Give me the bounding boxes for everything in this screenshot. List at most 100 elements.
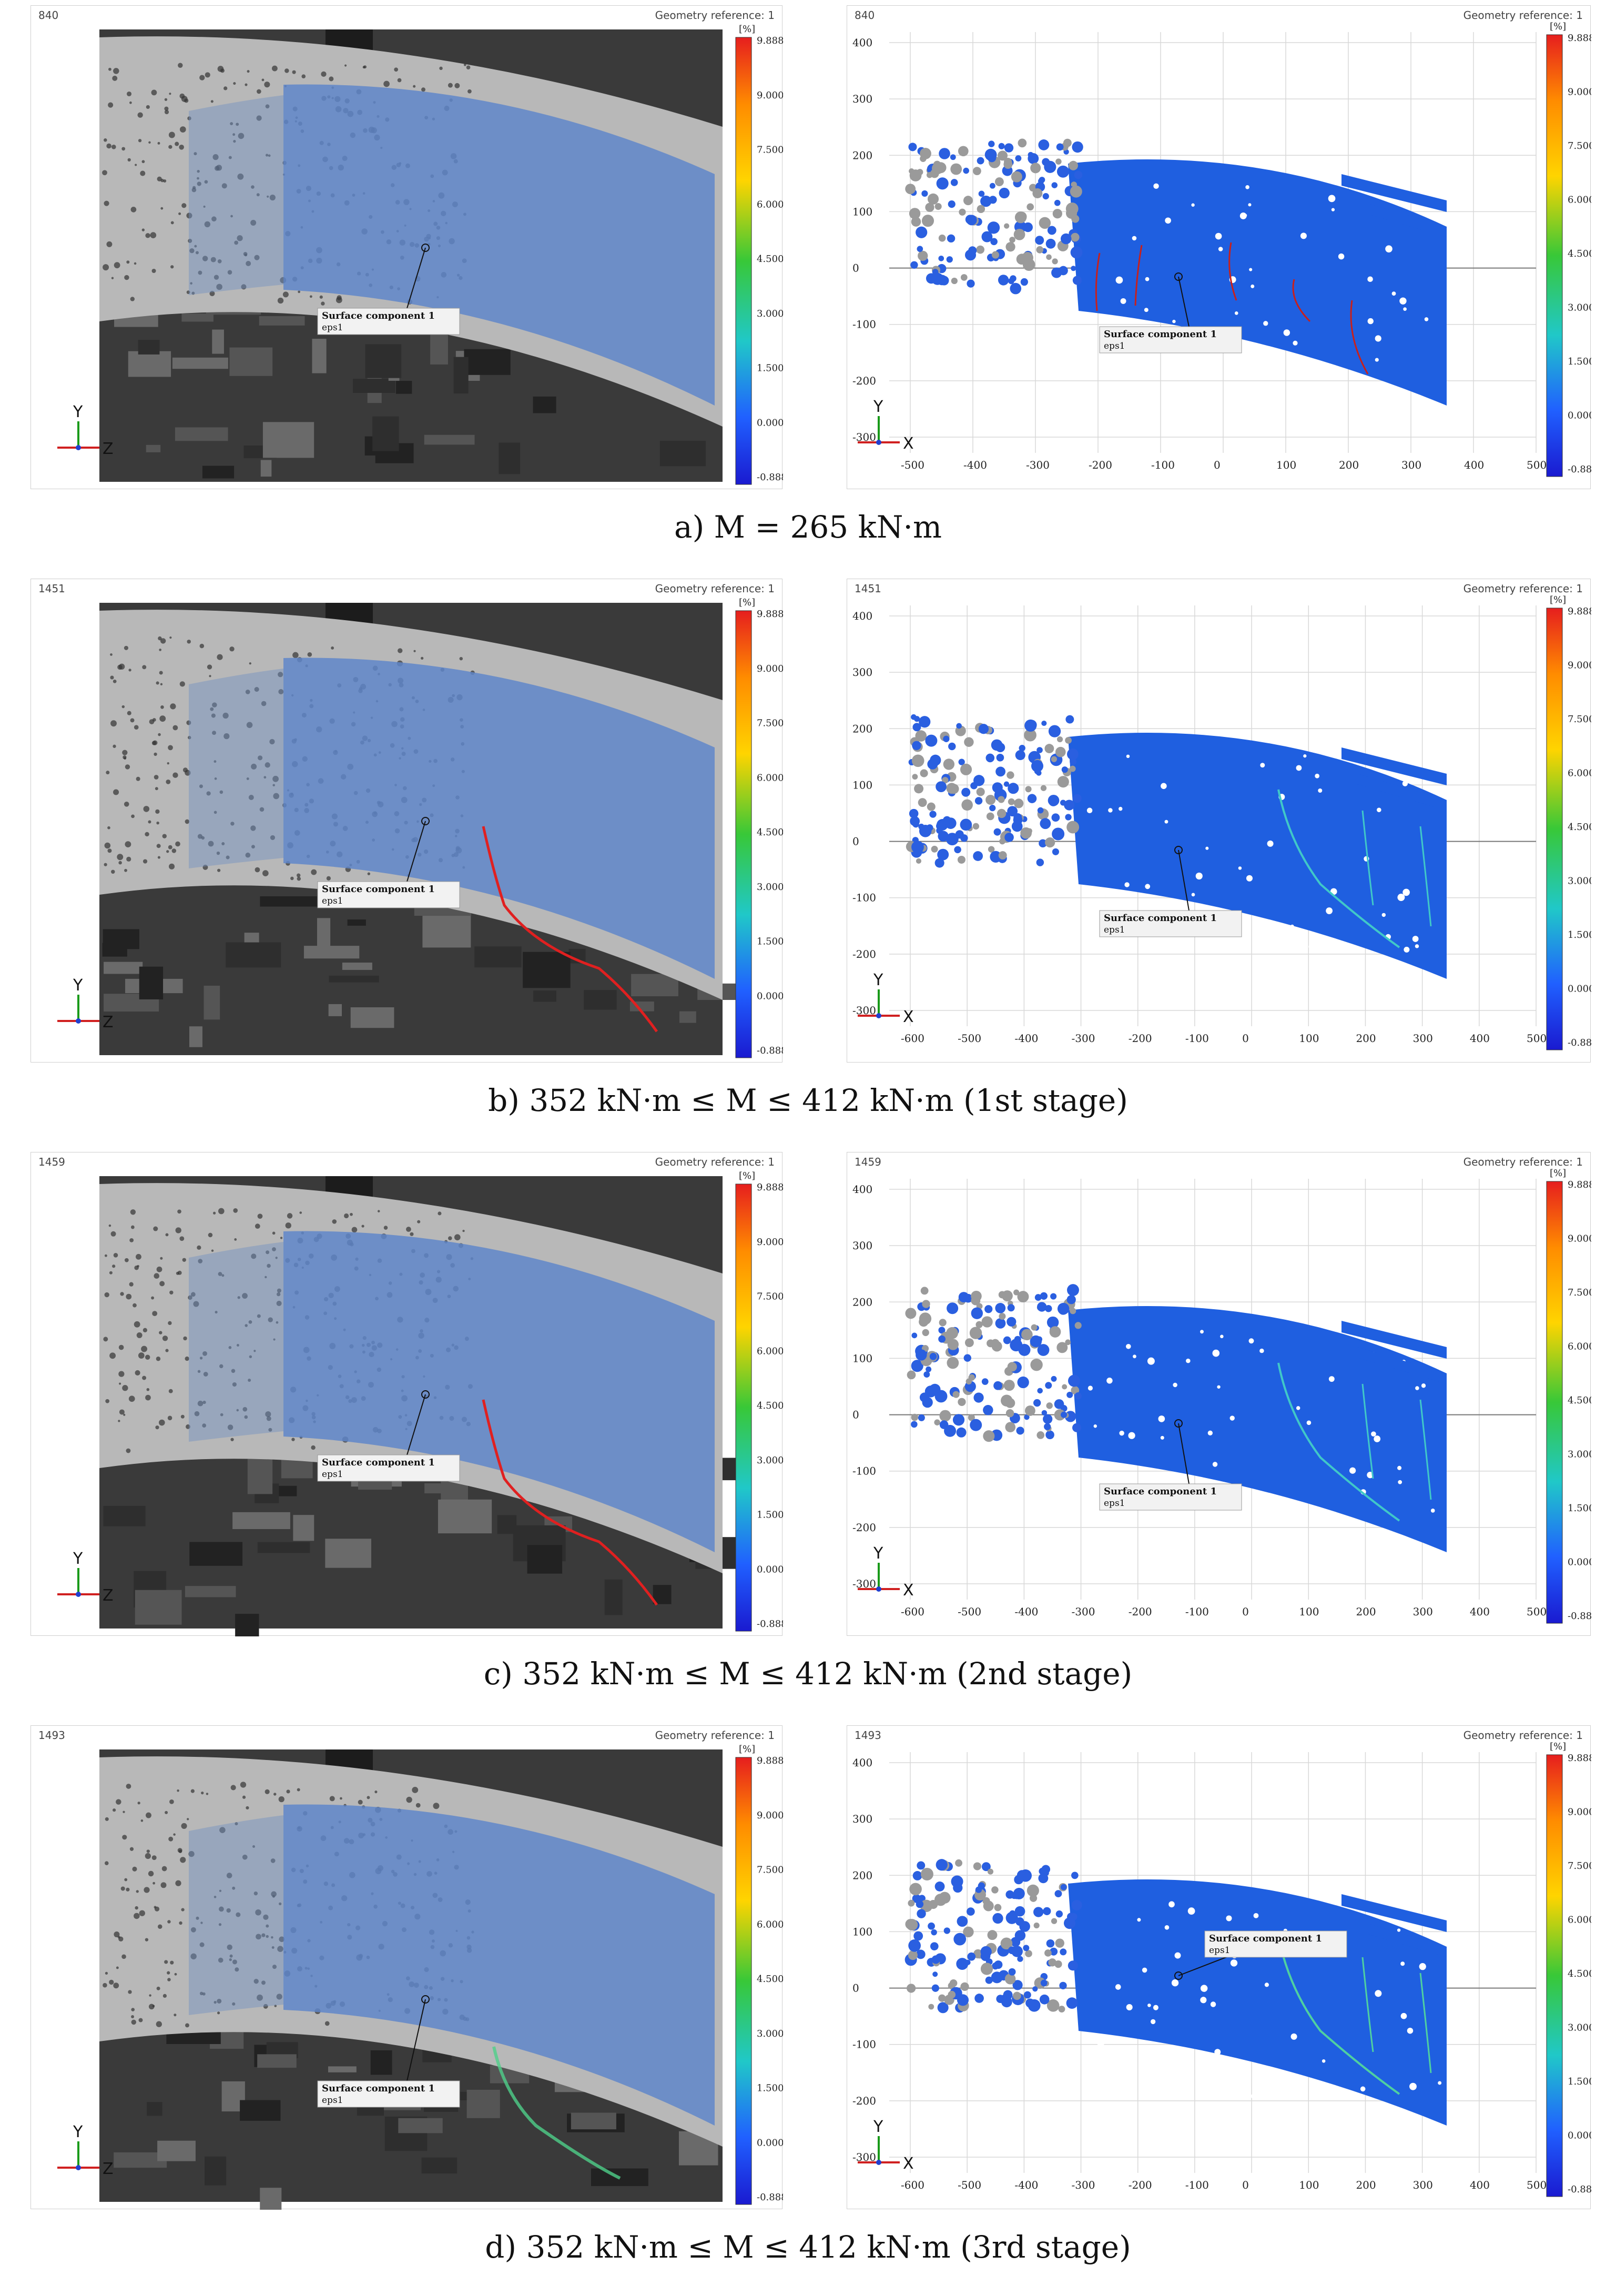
strain-field: [905, 1284, 1447, 1552]
colorbar-tick: 1.500: [757, 2083, 783, 2094]
colorbar-tick: -0.888: [757, 2192, 783, 2203]
colorbar-tick: 9.888: [1568, 1753, 1591, 1764]
crack-trace: [1361, 1957, 1374, 2052]
colorbar-tick: 0.000: [757, 1564, 783, 1575]
x-tick-label: 300: [1401, 459, 1421, 471]
y-tick-label: 200: [852, 1296, 872, 1308]
photo-view: 840 Geometry reference: 1 Surface componen…: [31, 5, 783, 489]
colorbar-unit: [%]: [1550, 594, 1566, 605]
colorbar-tick: 0.000: [1568, 2130, 1591, 2141]
strain-plot-view: 1493 Geometry reference: 1 -600 -500 -400 -30…: [847, 1725, 1591, 2209]
colorbar-tick: 3.000: [757, 308, 783, 319]
colorbar-tick: 6.000: [1568, 1915, 1591, 1926]
strain-overlay: [283, 658, 715, 979]
x-tick-label: -600: [901, 1032, 924, 1045]
colorbar-tick: 4.500: [1568, 1968, 1591, 1979]
colorbar-unit: [%]: [739, 597, 755, 608]
panel-caption: c) 352 kN·m ≤ M ≤ 412 kN·m (2nd stage): [483, 1656, 1133, 1692]
frame-number: 840: [855, 9, 875, 22]
colorbar-tick: -0.888: [757, 1045, 783, 1056]
colorbar-tick: 9.888: [1568, 33, 1591, 44]
colorbar-tick: 6.000: [757, 199, 783, 210]
geometry-reference: Geometry reference: 1: [655, 9, 775, 22]
lab-photo: [99, 603, 741, 1055]
colorbar-gradient: [735, 610, 752, 1058]
colorbar-tick: 9.888: [757, 35, 783, 46]
colorbar-tick: -0.888: [1568, 464, 1591, 475]
x-tick-label: 500: [1527, 2179, 1547, 2191]
colorbar-tick: 9.000: [757, 1237, 783, 1248]
label-title: Surface component 1: [322, 1457, 435, 1468]
axis-triad-icon: YZ: [57, 403, 114, 458]
colorbar-tick: 6.000: [757, 1919, 783, 1930]
colorbar-tick: 1.500: [1568, 356, 1591, 367]
label-subtitle: eps1: [1104, 341, 1125, 351]
x-tick-label: -100: [1185, 1605, 1209, 1618]
y-tick-label: -200: [852, 1521, 876, 1534]
label-title: Surface component 1: [322, 884, 435, 895]
x-tick-label: -100: [1185, 1032, 1209, 1045]
crack-trace: [1419, 1973, 1432, 2074]
y-tick-label: 100: [852, 205, 872, 218]
y-tick-label: 0: [852, 1982, 859, 1995]
panel-c: 1459 Geometry reference: 1 Surface compone…: [0, 1147, 1616, 1720]
frame-number: 1459: [38, 1156, 65, 1168]
crack-trace: [1292, 279, 1311, 322]
panel-a: 840 Geometry reference: 1 Surface componen…: [0, 0, 1616, 573]
y-axis-label: Y: [73, 976, 83, 995]
colorbar: [%]9.888 9.000 7.500 6.000 4.500 3.000 1.500 0.…: [1546, 21, 1591, 477]
x-tick-label: 100: [1299, 1032, 1319, 1045]
colorbar-tick: -0.888: [1568, 1611, 1591, 1622]
x-tick-label: -500: [958, 1032, 981, 1045]
colorbar-tick: -0.888: [1568, 1037, 1591, 1048]
y-tick-label: 400: [852, 1183, 872, 1196]
colorbar-tick: 4.500: [1568, 248, 1591, 259]
x-tick-label: -400: [963, 459, 987, 471]
crack-trace: [1419, 1399, 1432, 1500]
colorbar-tick: 4.500: [757, 254, 783, 265]
colorbar-tick: 9.000: [757, 1810, 783, 1821]
colorbar-tick: 7.500: [1568, 1287, 1591, 1298]
x-tick-label: -300: [1026, 459, 1050, 471]
x-tick-label: 500: [1527, 459, 1547, 471]
y-tick-label: -200: [852, 948, 876, 960]
x-tick-label: 400: [1470, 1605, 1490, 1618]
strain-overlay: [283, 1231, 715, 1552]
colorbar-tick: 9.000: [1568, 1233, 1591, 1245]
colorbar-gradient: [1546, 1181, 1563, 1624]
y-axis-label: Y: [73, 403, 83, 421]
y-tick-label: 300: [852, 1813, 872, 1825]
colorbar-tick: 0.000: [757, 990, 783, 1002]
z-axis-label: Z: [103, 2160, 114, 2178]
colorbar-tick: 3.000: [757, 882, 783, 893]
x-tick-label: -300: [1072, 1032, 1095, 1045]
y-tick-label: 300: [852, 666, 872, 679]
crack-trace: [1277, 789, 1400, 948]
colorbar-tick: 0.000: [757, 417, 783, 428]
x-tick-label: 0: [1242, 2179, 1249, 2191]
y-tick-label: -100: [852, 318, 876, 331]
panel-b: 1451 Geometry reference: 1 Surface compone…: [0, 573, 1616, 1147]
crack-trace: [492, 2046, 621, 2180]
colorbar-tick: 6.000: [1568, 195, 1591, 206]
y-axis-label: Y: [873, 2118, 883, 2136]
x-tick-label: 400: [1470, 2179, 1490, 2191]
x-tick-label: -500: [958, 1605, 981, 1618]
y-tick-label: 200: [852, 149, 872, 161]
photo-view: 1493 Geometry reference: 1 Surface compone…: [31, 1725, 783, 2210]
x-tick-label: 200: [1356, 2179, 1376, 2191]
panel-caption: a) M = 265 kN·m: [674, 509, 942, 545]
colorbar-tick: 4.500: [757, 1400, 783, 1411]
colorbar-gradient: [1546, 1754, 1563, 2197]
y-tick-label: -200: [852, 375, 876, 387]
crack-trace: [482, 1399, 658, 1606]
crack-trace: [1361, 1383, 1374, 1479]
y-axis-label: Y: [873, 1544, 883, 1563]
colorbar-tick: 1.500: [1568, 1503, 1591, 1514]
x-tick-label: 300: [1413, 2179, 1433, 2191]
x-tick-label: -400: [1014, 2179, 1038, 2191]
